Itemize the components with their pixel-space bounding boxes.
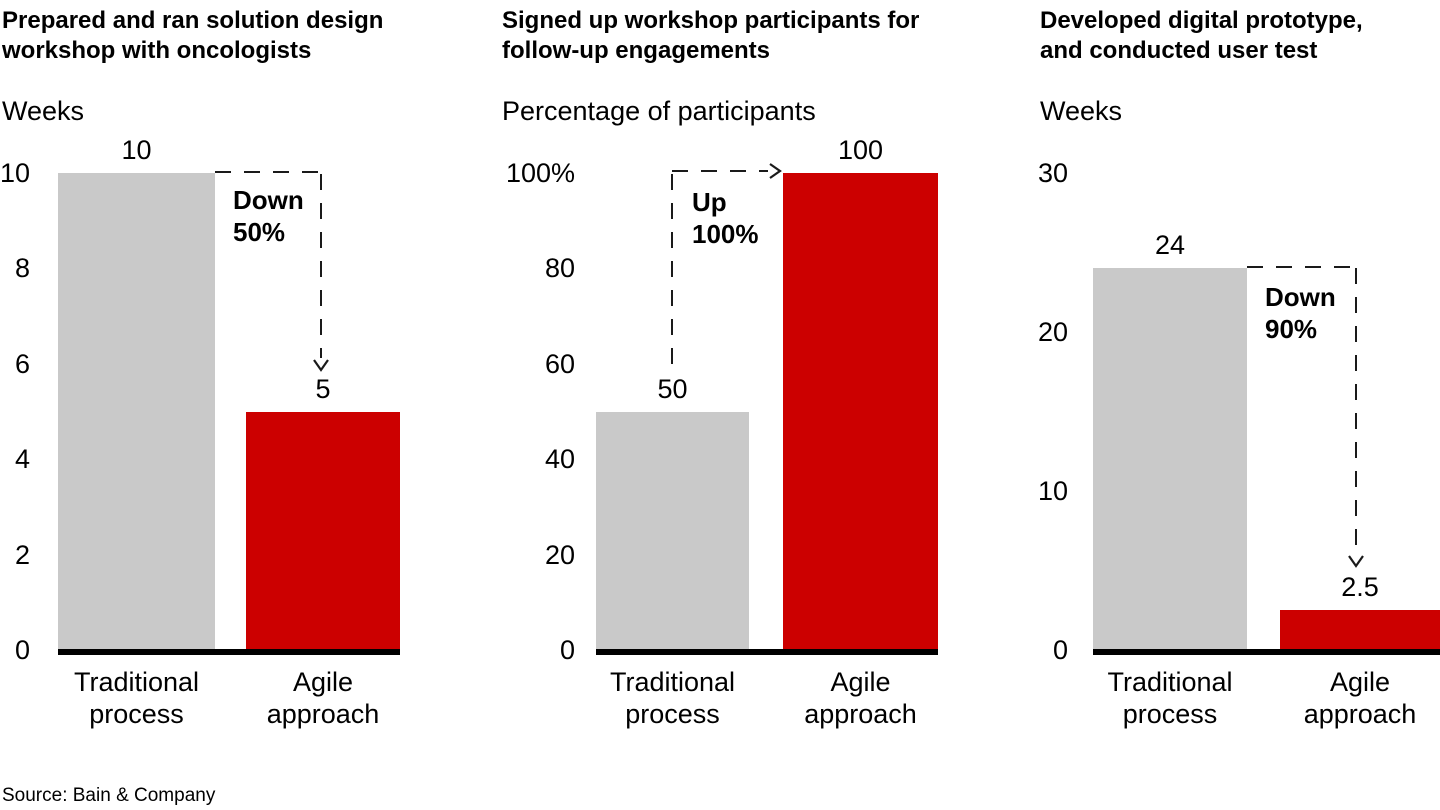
category-label-agile: Agile approach bbox=[804, 667, 917, 729]
y-tick-label: 0 bbox=[14, 635, 30, 665]
arrow-dash-horizontal bbox=[1247, 266, 1355, 268]
annotation-label: Down 50% bbox=[233, 185, 304, 247]
y-tick-label: 10 bbox=[1037, 476, 1068, 506]
chart-title: Prepared and ran solution design worksho… bbox=[2, 7, 384, 64]
chart-title: Signed up workshop participants for foll… bbox=[502, 7, 920, 64]
y-axis-unit-label: Weeks bbox=[1040, 96, 1123, 126]
arrow-dash-vertical bbox=[1355, 268, 1357, 552]
bar-traditional-process bbox=[58, 173, 215, 650]
chart-panel-prototype-weeks: Developed digital prototype, and conduct… bbox=[960, 0, 1440, 810]
y-tick-label: 80 bbox=[544, 253, 575, 284]
category-label-agile: Agile approach bbox=[266, 667, 380, 729]
value-label-traditional: 10 bbox=[121, 135, 152, 165]
y-axis-unit-label: Weeks bbox=[2, 96, 85, 126]
y-tick-label: 20 bbox=[1037, 317, 1068, 347]
arrowhead-down-icon bbox=[313, 359, 329, 372]
chart-panel-workshop-weeks: Prepared and ran solution design worksho… bbox=[0, 0, 480, 810]
chart-title: Developed digital prototype, and conduct… bbox=[1040, 7, 1363, 64]
annotation-label: Down 90% bbox=[1265, 282, 1336, 344]
chart-panel-participants: Signed up workshop participants for foll… bbox=[480, 0, 960, 810]
bar-agile-approach bbox=[246, 411, 400, 650]
value-label-traditional: 24 bbox=[1154, 230, 1186, 261]
arrow-dash-horizontal bbox=[215, 171, 321, 173]
y-tick-label: 6 bbox=[14, 348, 30, 379]
y-tick-label: 10 bbox=[0, 158, 31, 188]
value-label-traditional: 50 bbox=[657, 373, 688, 404]
bar-traditional-process bbox=[1093, 268, 1247, 650]
y-tick-label: 40 bbox=[544, 444, 575, 475]
x-axis-line bbox=[1093, 649, 1440, 655]
category-label-traditional: Traditional process bbox=[73, 667, 200, 729]
value-label-agile: 2.5 bbox=[1341, 572, 1379, 603]
arrow-dash-vertical bbox=[320, 174, 322, 358]
annotation-label: Up 100% bbox=[692, 187, 759, 249]
y-tick-label: 4 bbox=[14, 444, 30, 475]
y-tick-label: 2 bbox=[14, 539, 30, 570]
y-tick-label: 20 bbox=[544, 539, 575, 570]
x-axis-line bbox=[596, 649, 938, 655]
y-tick-label: 30 bbox=[1037, 158, 1068, 188]
category-label-agile: Agile approach bbox=[1303, 667, 1417, 729]
arrowhead-right-icon bbox=[769, 163, 782, 179]
bar-agile-approach bbox=[783, 173, 938, 650]
y-tick-label: 0 bbox=[559, 635, 575, 665]
y-tick-label: 60 bbox=[544, 348, 575, 379]
arrow-dash-vertical bbox=[671, 174, 673, 377]
bar-traditional-process bbox=[596, 411, 749, 650]
y-tick-label: 0 bbox=[1052, 635, 1068, 665]
source-note: Source: Bain & Company bbox=[2, 785, 216, 806]
category-label-traditional: Traditional process bbox=[1107, 667, 1233, 729]
y-tick-label: 100% bbox=[505, 158, 575, 188]
arrowhead-down-icon bbox=[1348, 555, 1364, 568]
bar-agile-approach bbox=[1280, 610, 1440, 650]
arrow-dash-horizontal bbox=[672, 170, 768, 172]
y-tick-label: 8 bbox=[14, 253, 30, 284]
x-axis-line bbox=[58, 649, 400, 655]
y-axis-unit-label: Percentage of participants bbox=[502, 96, 816, 126]
category-label-traditional: Traditional process bbox=[609, 667, 736, 729]
value-label-agile: 100 bbox=[837, 135, 884, 165]
value-label-agile: 5 bbox=[315, 373, 331, 404]
